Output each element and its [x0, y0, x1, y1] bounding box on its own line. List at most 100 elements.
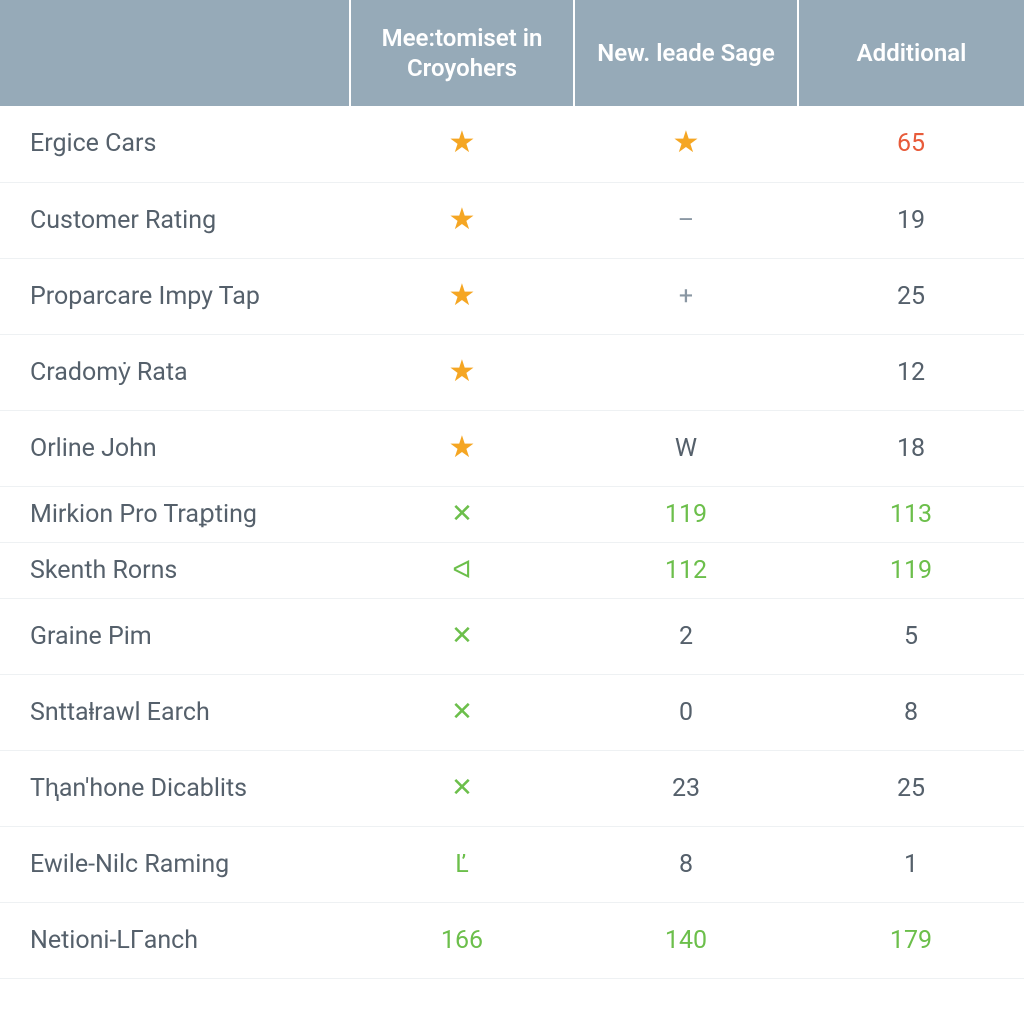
- cell-value: 65: [897, 129, 925, 158]
- cell-b: 112: [574, 542, 798, 598]
- row-label: Orline John: [0, 410, 350, 486]
- cell-c: 5: [798, 598, 1024, 674]
- cell-value: 113: [890, 500, 932, 529]
- cell-b: W: [574, 410, 798, 486]
- table-row: Tⱨan'hone Dicablits ✕ 23 25: [0, 750, 1024, 826]
- cell-value: 8: [679, 850, 693, 879]
- table-row: Snttaⱡrawl Earch ✕ 0 8: [0, 674, 1024, 750]
- header-col-c: Additional: [798, 0, 1024, 106]
- star-icon: ★: [449, 357, 476, 387]
- cell-a: ✕: [350, 486, 574, 542]
- table-row: Customer Rating ★ – 19: [0, 182, 1024, 258]
- header-blank: [0, 0, 350, 106]
- cell-value: 1: [904, 850, 918, 879]
- table-row: Ergice Cars ★ ★ 65: [0, 106, 1024, 182]
- cell-c: 12: [798, 334, 1024, 410]
- cell-value: 25: [897, 774, 925, 803]
- row-label: Ewile-Nilc Raming: [0, 826, 350, 902]
- cell-value: W: [675, 434, 697, 463]
- cell-value: 19: [897, 206, 925, 235]
- row-label: Proparcare Impy Tap: [0, 258, 350, 334]
- cell-c: 65: [798, 106, 1024, 182]
- table-row: Skenth Rorns ᐊ 112 119: [0, 542, 1024, 598]
- row-label: Ergice Cars: [0, 106, 350, 182]
- cell-a: ᐊ: [350, 542, 574, 598]
- table-row: Netioni-LГanch 166 140 179: [0, 902, 1024, 978]
- cell-value: ᐊ: [452, 555, 471, 585]
- comparison-table: Mee:tomiset in Croyohers New. leade Sage…: [0, 0, 1024, 979]
- cell-a: ✕: [350, 598, 574, 674]
- star-icon: ★: [673, 128, 700, 158]
- cell-b: [574, 334, 798, 410]
- cell-a: ✕: [350, 750, 574, 826]
- cell-value: 112: [665, 556, 707, 585]
- cross-icon: ✕: [451, 621, 473, 651]
- cell-value: 119: [665, 500, 707, 529]
- row-label: Mirkion Pro Traꝑting: [0, 486, 350, 542]
- cell-b: 119: [574, 486, 798, 542]
- star-icon: ★: [449, 128, 476, 158]
- cell-a: ★: [350, 334, 574, 410]
- cell-value: Ľ: [455, 850, 468, 879]
- row-label: Graine Pim: [0, 598, 350, 674]
- table-row: Cradomẏ Rata ★ 12: [0, 334, 1024, 410]
- row-label: Netioni-LГanch: [0, 902, 350, 978]
- cell-b: 8: [574, 826, 798, 902]
- cell-c: 119: [798, 542, 1024, 598]
- cell-a: ✕: [350, 674, 574, 750]
- header-col-a: Mee:tomiset in Croyohers: [350, 0, 574, 106]
- row-label: Cradomẏ Rata: [0, 334, 350, 410]
- cell-value: 0: [679, 698, 693, 727]
- table-body: Ergice Cars ★ ★ 65 Customer Rating ★ – 19 Propar…: [0, 106, 1024, 978]
- cell-value: +: [679, 282, 693, 311]
- cell-value: 12: [897, 358, 925, 387]
- cell-value: 119: [890, 556, 932, 585]
- table-row: Mirkion Pro Traꝑting ✕ 119 113: [0, 486, 1024, 542]
- row-label: Tⱨan'hone Dicablits: [0, 750, 350, 826]
- cell-b: ★: [574, 106, 798, 182]
- cell-value: 5: [904, 622, 918, 651]
- cross-icon: ✕: [451, 499, 473, 529]
- cell-b: 23: [574, 750, 798, 826]
- cell-a: Ľ: [350, 826, 574, 902]
- cell-value: 166: [441, 926, 483, 955]
- cell-a: ★: [350, 106, 574, 182]
- cell-value: 18: [897, 434, 925, 463]
- cell-c: 25: [798, 750, 1024, 826]
- cell-a: 166: [350, 902, 574, 978]
- cell-c: 25: [798, 258, 1024, 334]
- star-icon: ★: [449, 205, 476, 235]
- cross-icon: ✕: [451, 697, 473, 727]
- table-header-row: Mee:tomiset in Croyohers New. leade Sage…: [0, 0, 1024, 106]
- cell-b: 2: [574, 598, 798, 674]
- cell-a: ★: [350, 410, 574, 486]
- star-icon: ★: [449, 433, 476, 463]
- header-col-b: New. leade Sage: [574, 0, 798, 106]
- cell-c: 1: [798, 826, 1024, 902]
- cell-value: 8: [904, 698, 918, 727]
- cell-b: –: [574, 182, 798, 258]
- cell-c: 18: [798, 410, 1024, 486]
- cell-a: ★: [350, 182, 574, 258]
- table-row: Ewile-Nilc Raming Ľ 8 1: [0, 826, 1024, 902]
- cell-value: 179: [890, 926, 932, 955]
- cell-b: 140: [574, 902, 798, 978]
- cell-value: 140: [665, 926, 707, 955]
- table-row: Graine Pim ✕ 2 5: [0, 598, 1024, 674]
- table-row: Proparcare Impy Tap ★ +25: [0, 258, 1024, 334]
- cell-c: 113: [798, 486, 1024, 542]
- row-label: Customer Rating: [0, 182, 350, 258]
- row-label: Snttaⱡrawl Earch: [0, 674, 350, 750]
- cell-c: 19: [798, 182, 1024, 258]
- cell-b: 0: [574, 674, 798, 750]
- cell-c: 179: [798, 902, 1024, 978]
- cell-value: 23: [672, 774, 700, 803]
- cell-value: –: [678, 206, 694, 235]
- cross-icon: ✕: [451, 773, 473, 803]
- cell-value: 2: [679, 622, 693, 651]
- cell-b: +: [574, 258, 798, 334]
- cell-c: 8: [798, 674, 1024, 750]
- row-label: Skenth Rorns: [0, 542, 350, 598]
- star-icon: ★: [449, 281, 476, 311]
- cell-a: ★: [350, 258, 574, 334]
